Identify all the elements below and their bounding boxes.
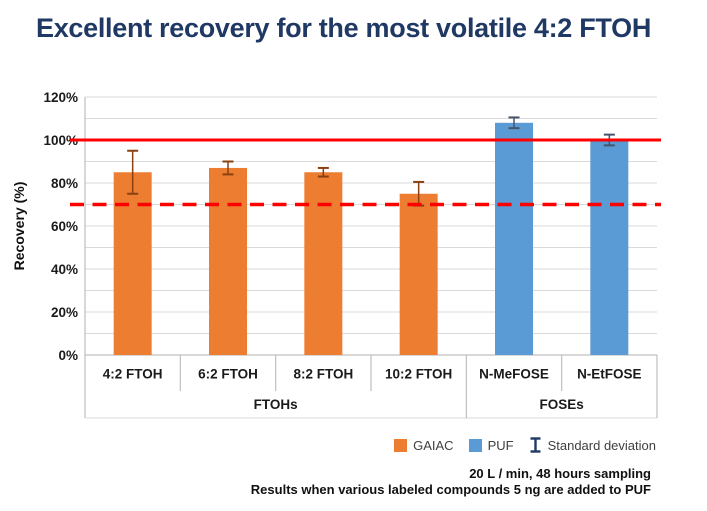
error-bar-8-2-ftoh — [317, 166, 329, 178]
page-title: Excellent recovery for the most volatile… — [36, 13, 652, 43]
y-tick-label-20: 20% — [51, 305, 78, 320]
y-tick-label-120: 120% — [43, 90, 78, 105]
legend-item-puf: PUF — [468, 437, 514, 453]
bar-n-mefose — [495, 122, 533, 355]
recovery-bar-chart: 0% 20% 40% 60% 80% 100% 120% Recovery (%) 4:2 FT… — [11, 90, 661, 419]
group-label-ftohs: FTOHs — [254, 397, 298, 412]
y-tick-label-100: 100% — [43, 133, 78, 148]
y-tick-label-60: 60% — [51, 219, 78, 234]
bar-6-2-ftoh — [209, 167, 247, 355]
legend-item-gaiac: GAIAC — [394, 437, 454, 453]
bar-10-2-ftoh — [399, 193, 438, 355]
category-label-8-2-ftoh: 8:2 FTOH — [293, 367, 353, 382]
bar-4-2-ftoh — [113, 172, 152, 355]
y-tick-label-80: 80% — [51, 176, 78, 191]
y-axis-title: Recovery (%) — [11, 182, 27, 271]
legend-label-puf: PUF — [487, 437, 514, 453]
legend-swatch-puf — [468, 438, 482, 452]
legend-label-standard-deviation: Standard deviation — [547, 437, 656, 453]
footnote-line-2: Results when various labeled compounds 5… — [250, 481, 651, 497]
legend-label-gaiac: GAIAC — [413, 437, 454, 453]
category-label-n-mefose: N-MeFOSE — [479, 367, 549, 382]
category-label-6-2-ftoh: 6:2 FTOH — [198, 367, 258, 382]
error-bar-4-2-ftoh — [127, 149, 139, 195]
category-label-4-2-ftoh: 4:2 FTOH — [103, 367, 163, 382]
footnote: 20 L / min, 48 hours sampling Results wh… — [251, 466, 651, 497]
error-bar-n-mefose — [508, 116, 520, 130]
footnote-line-1: 20 L / min, 48 hours sampling — [469, 466, 651, 481]
category-label-n-etfose: N-EtFOSE — [577, 367, 642, 382]
legend-item-standard-deviation: Standard deviation — [529, 437, 656, 453]
bar-8-2-ftoh — [304, 172, 343, 355]
y-tick-label-40: 40% — [51, 262, 78, 277]
error-bar-icon — [530, 437, 541, 453]
chart-legend: GAIAC PUF Standard deviation — [394, 437, 656, 453]
error-bar-6-2-ftoh — [222, 160, 234, 176]
group-label-foses: FOSEs — [540, 397, 584, 412]
bar-n-etfose — [590, 140, 629, 355]
category-label-10-2-ftoh: 10:2 FTOH — [385, 367, 452, 382]
y-tick-label-0: 0% — [58, 348, 78, 363]
legend-swatch-gaiac — [394, 438, 408, 452]
